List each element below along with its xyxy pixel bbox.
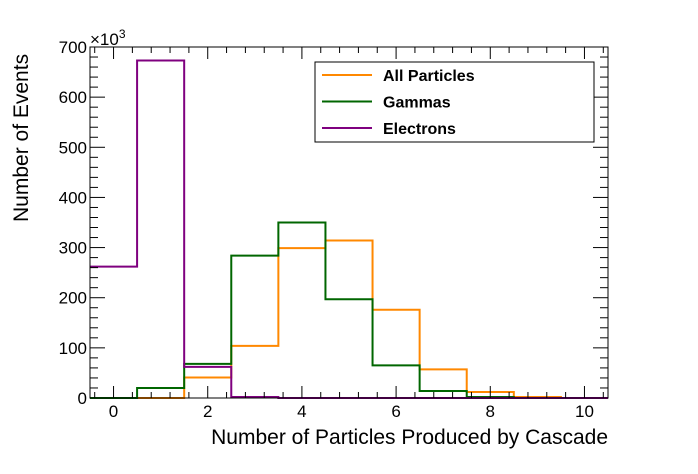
y-tick-label: 0	[78, 389, 87, 408]
y-tick-label: 500	[59, 138, 87, 157]
y-tick-label: 200	[59, 289, 87, 308]
series-line-all-particles	[90, 239, 608, 399]
y-axis-multiplier: ×103	[90, 27, 126, 49]
legend-label-gammas: Gammas	[383, 95, 451, 112]
y-tick-label: 400	[59, 188, 87, 207]
y-tick-label: 700	[59, 38, 87, 57]
x-tick-label: 10	[575, 402, 594, 421]
y-axis-title: Number of Events	[10, 54, 33, 222]
y-tick-label: 100	[59, 339, 87, 358]
x-axis-title: Number of Particles Produced by Cascade	[211, 426, 608, 449]
x-tick-label: 8	[486, 402, 495, 421]
legend-label-electrons: Electrons	[383, 121, 456, 138]
y-tick-label: 600	[59, 88, 87, 107]
y-multiplier-base: ×10	[90, 30, 119, 49]
x-tick-label: 2	[203, 402, 212, 421]
legend: All Particles Gammas Electrons	[314, 61, 595, 143]
y-tick-label: 300	[59, 239, 87, 258]
plot-frame	[89, 46, 609, 399]
x-tick-label: 6	[391, 402, 400, 421]
legend-label-all-particles: All Particles	[383, 68, 475, 85]
ticks-layer	[90, 46, 608, 399]
x-tick-label: 0	[109, 402, 118, 421]
y-multiplier-exponent: 3	[119, 27, 126, 41]
x-tick-label: 4	[297, 402, 306, 421]
series-line-gammas	[90, 221, 608, 399]
